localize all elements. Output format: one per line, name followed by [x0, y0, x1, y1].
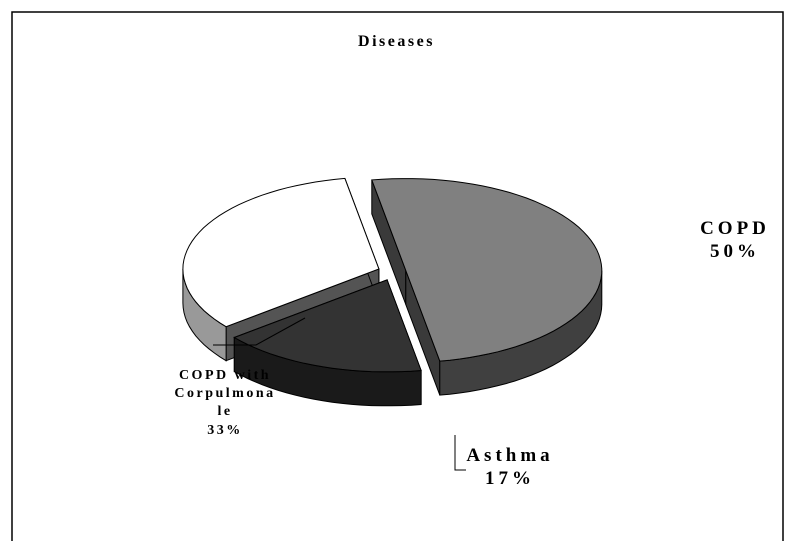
category-label: Asthma — [466, 445, 554, 466]
category-label: COPD — [700, 218, 770, 239]
slice-label: COPD with Corpulmonale 33% — [172, 367, 278, 440]
pie-slice — [233, 279, 422, 373]
category-label: COPD with Corpulmonale — [174, 368, 276, 420]
leader-line — [213, 317, 306, 346]
slice-label: COPD 50% — [680, 218, 790, 264]
value-label: 50% — [710, 240, 760, 262]
chart-frame — [11, 11, 784, 541]
pie — [182, 177, 603, 407]
chart-title: Diseases — [358, 33, 435, 50]
value-label: 17% — [485, 467, 535, 489]
leader-line — [454, 435, 466, 471]
slice-label: Asthma 17% — [455, 445, 565, 491]
value-label: 33% — [207, 422, 243, 438]
pie-slice — [182, 177, 380, 328]
pie-slice — [371, 178, 603, 362]
